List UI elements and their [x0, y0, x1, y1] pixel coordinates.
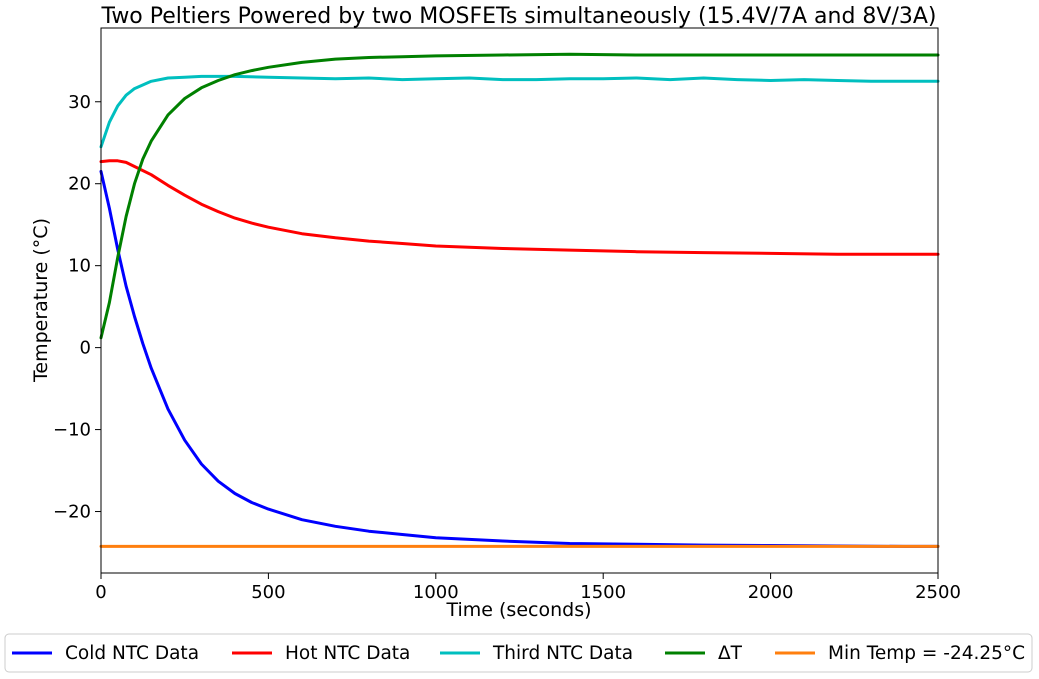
legend-entries: Cold NTC Data Hot NTC Data Third NTC Data Δ…	[12, 643, 1025, 664]
y-axis-label: Temperature (°C)	[30, 218, 52, 383]
series-layer	[99, 52, 940, 548]
x-tick-label: 1000	[413, 582, 459, 603]
chart-title: Two Peltiers Powered by two MOSFETs simu…	[101, 4, 937, 29]
legend-label-2: Third NTC Data	[492, 643, 633, 664]
y-tick-label: −10	[53, 420, 91, 441]
x-axis-label: Time (seconds)	[445, 599, 591, 621]
legend-label-3: ΔT	[718, 643, 743, 664]
x-tick-label: 1500	[580, 582, 626, 603]
y-tick-label: 10	[68, 256, 91, 277]
legend-label-1: Hot NTC Data	[285, 643, 410, 664]
series-line-3	[99, 52, 940, 340]
series-line-2	[99, 74, 940, 149]
y-tick-label: 20	[68, 174, 91, 195]
x-tick-label: 2000	[748, 582, 794, 603]
legend-label-4: Min Temp = -24.25°C	[828, 643, 1025, 664]
series-line-1	[99, 159, 940, 256]
series-line-0	[99, 169, 940, 548]
plot-frame	[100, 27, 939, 574]
x-axis-ticks: 0 500 1000 1500 2000 2500	[95, 573, 961, 603]
y-axis-ticks: −20 −10 0 10 20 30	[53, 92, 101, 523]
x-tick-label: 500	[251, 582, 285, 603]
x-tick-label: 2500	[915, 582, 961, 603]
y-tick-label: −20	[53, 502, 91, 523]
legend-frame	[4, 633, 1033, 673]
legend: Cold NTC Data Hot NTC Data Third NTC Data Δ…	[4, 633, 1033, 673]
legend-label-0: Cold NTC Data	[65, 643, 199, 664]
x-tick-label: 0	[95, 582, 106, 603]
y-tick-label: 30	[68, 92, 91, 113]
y-tick-label: 0	[80, 338, 91, 359]
